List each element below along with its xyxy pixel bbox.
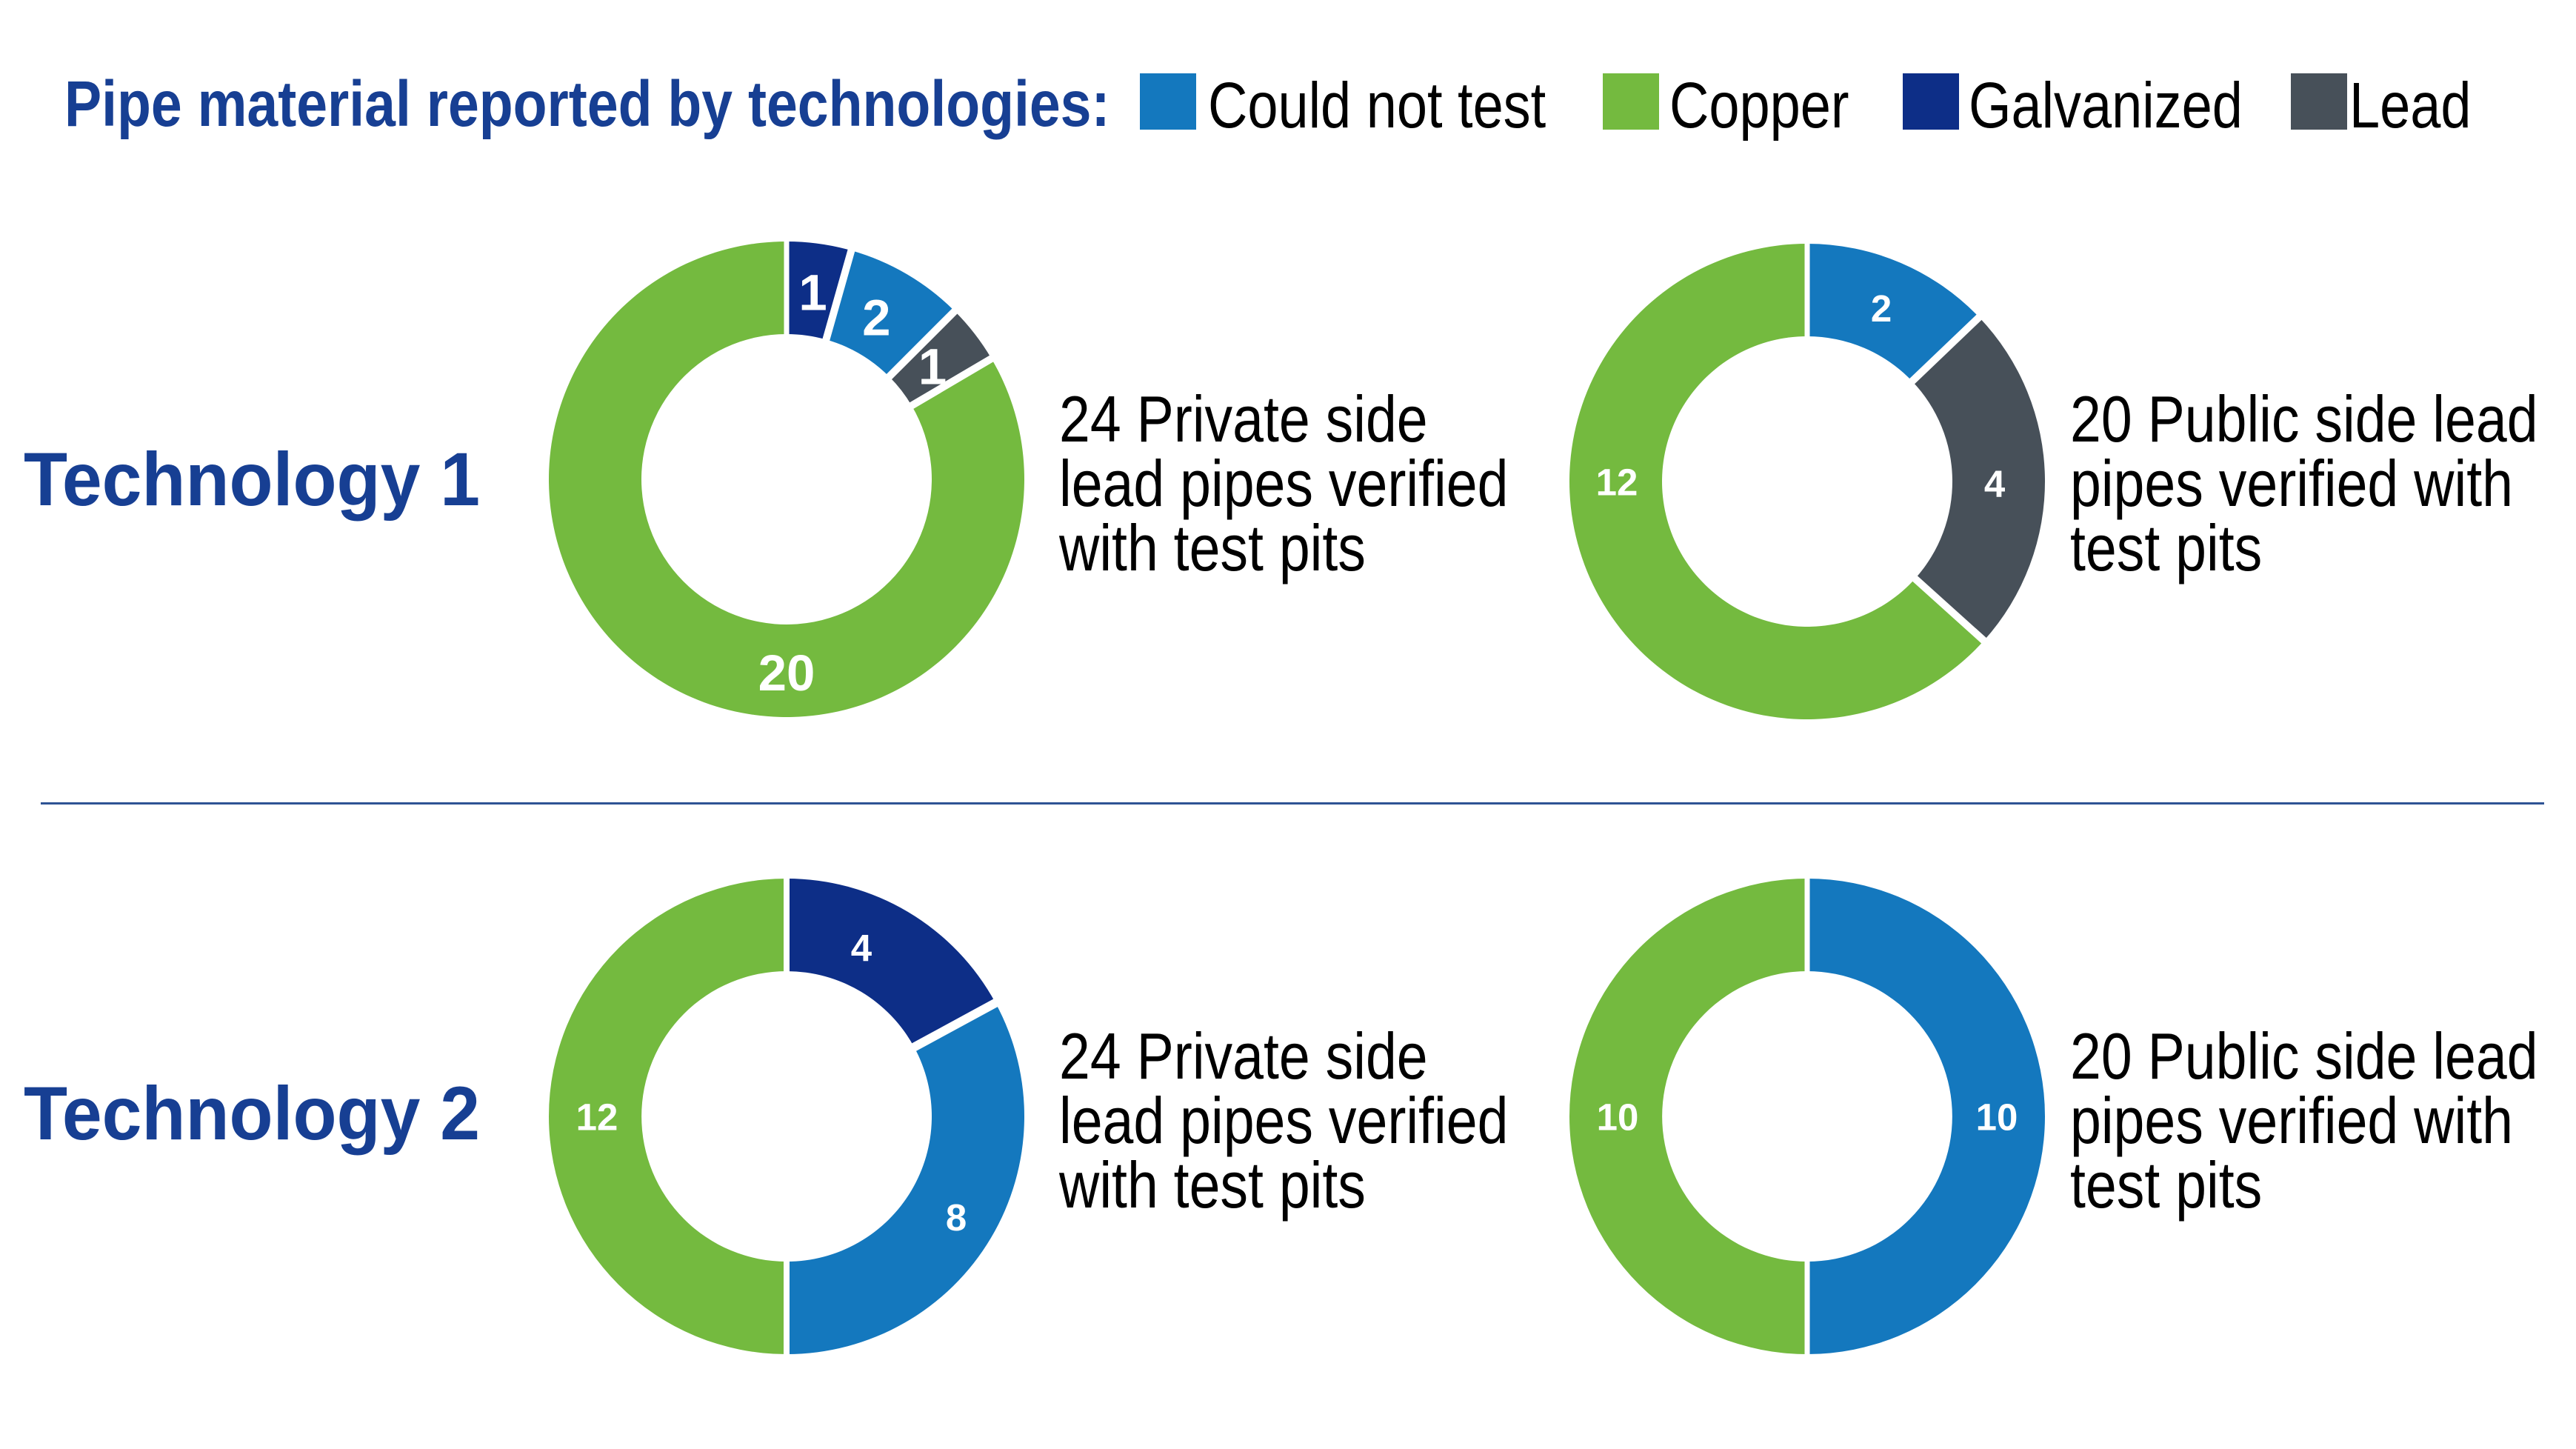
svg-text:pipes verified with: pipes verified with bbox=[2070, 1085, 2513, 1158]
svg-text:test pits: test pits bbox=[2070, 1150, 2262, 1222]
svg-text:pipes verified with: pipes verified with bbox=[2070, 448, 2513, 521]
svg-text:8: 8 bbox=[946, 1196, 967, 1239]
svg-text:4: 4 bbox=[1984, 462, 2006, 504]
svg-text:24 Private side: 24 Private side bbox=[1059, 384, 1428, 456]
svg-text:Technology 2: Technology 2 bbox=[24, 1072, 480, 1156]
svg-text:test pits: test pits bbox=[2070, 513, 2262, 585]
svg-text:20: 20 bbox=[758, 644, 815, 702]
svg-text:with test pits: with test pits bbox=[1058, 513, 1366, 585]
svg-text:1: 1 bbox=[918, 338, 947, 395]
svg-text:1: 1 bbox=[798, 264, 827, 322]
svg-text:12: 12 bbox=[1596, 462, 1638, 504]
svg-text:20 Public side lead: 20 Public side lead bbox=[2070, 1021, 2538, 1093]
svg-text:10: 10 bbox=[1597, 1096, 1639, 1139]
svg-text:Lead: Lead bbox=[2349, 70, 2471, 141]
svg-text:20 Public side lead: 20 Public side lead bbox=[2070, 384, 2538, 456]
svg-text:Technology 1: Technology 1 bbox=[24, 438, 480, 522]
svg-text:lead pipes verified: lead pipes verified bbox=[1059, 448, 1508, 521]
svg-text:with test pits: with test pits bbox=[1058, 1150, 1366, 1222]
svg-text:12: 12 bbox=[576, 1096, 618, 1139]
svg-text:Pipe material reported by tech: Pipe material reported by technologies: bbox=[64, 68, 1110, 140]
svg-text:4: 4 bbox=[851, 927, 872, 969]
svg-text:24 Private side: 24 Private side bbox=[1059, 1021, 1428, 1093]
svg-text:Galvanized: Galvanized bbox=[1969, 70, 2243, 141]
svg-text:2: 2 bbox=[1871, 287, 1892, 330]
svg-text:Could not test: Could not test bbox=[1208, 70, 1546, 141]
svg-text:2: 2 bbox=[862, 289, 890, 346]
svg-text:Copper: Copper bbox=[1669, 70, 1849, 141]
svg-text:lead pipes verified: lead pipes verified bbox=[1059, 1085, 1508, 1158]
svg-text:10: 10 bbox=[1976, 1096, 2018, 1139]
